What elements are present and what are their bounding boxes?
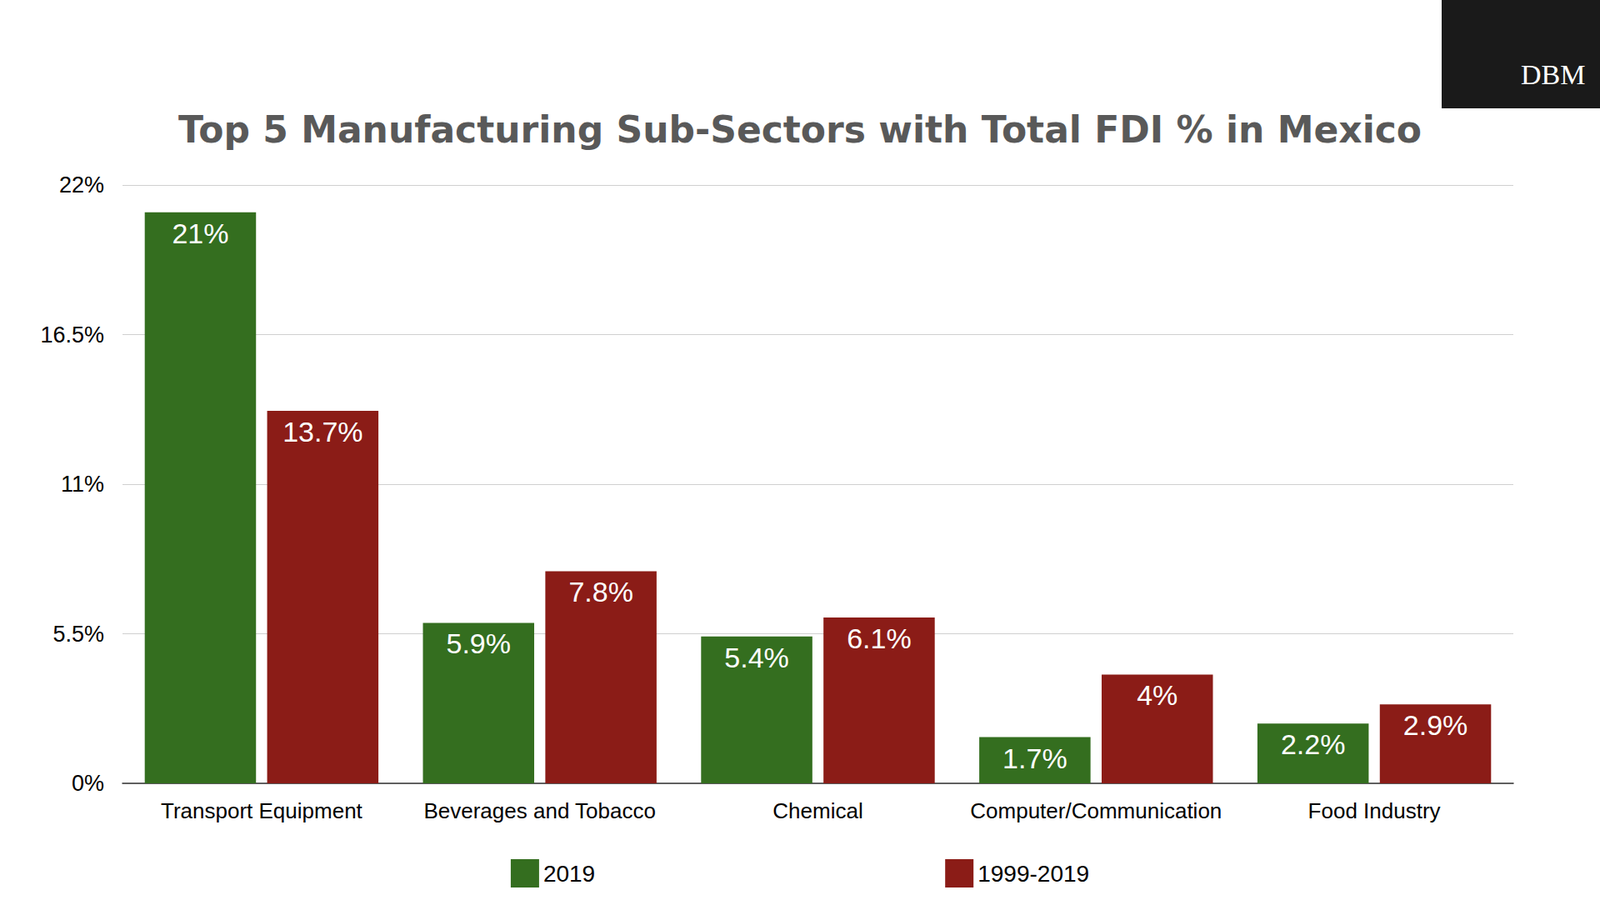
svg-text:22%: 22% [59,172,105,198]
svg-text:Top 5 Manufacturing Sub-Sector: Top 5 Manufacturing Sub-Sectors with Tot… [178,108,1422,151]
svg-text:2019: 2019 [543,860,595,887]
svg-text:Transport Equipment: Transport Equipment [160,798,364,824]
svg-text:6.1%: 6.1% [846,622,912,655]
svg-text:7.8%: 7.8% [568,575,634,608]
svg-text:5.9%: 5.9% [446,627,512,660]
svg-text:21%: 21% [171,217,229,250]
svg-text:2.9%: 2.9% [1403,709,1469,741]
svg-text:Beverages and Tobacco: Beverages and Tobacco [423,798,656,824]
svg-text:5.4%: 5.4% [724,641,790,674]
svg-text:4%: 4% [1136,679,1178,711]
svg-text:1999-2019: 1999-2019 [977,860,1090,887]
svg-text:DBM: DBM [1520,59,1585,90]
svg-text:Food Industry: Food Industry [1308,798,1441,824]
svg-text:13.7%: 13.7% [282,415,363,448]
svg-text:Computer/Communication: Computer/Communication [970,798,1222,824]
svg-text:11%: 11% [60,471,105,497]
svg-text:Chemical: Chemical [772,798,863,824]
svg-text:2.2%: 2.2% [1280,728,1346,760]
svg-text:5.5%: 5.5% [52,621,105,647]
svg-text:0%: 0% [71,770,105,796]
svg-text:1.7%: 1.7% [1002,742,1068,775]
svg-text:16.5%: 16.5% [40,322,105,348]
